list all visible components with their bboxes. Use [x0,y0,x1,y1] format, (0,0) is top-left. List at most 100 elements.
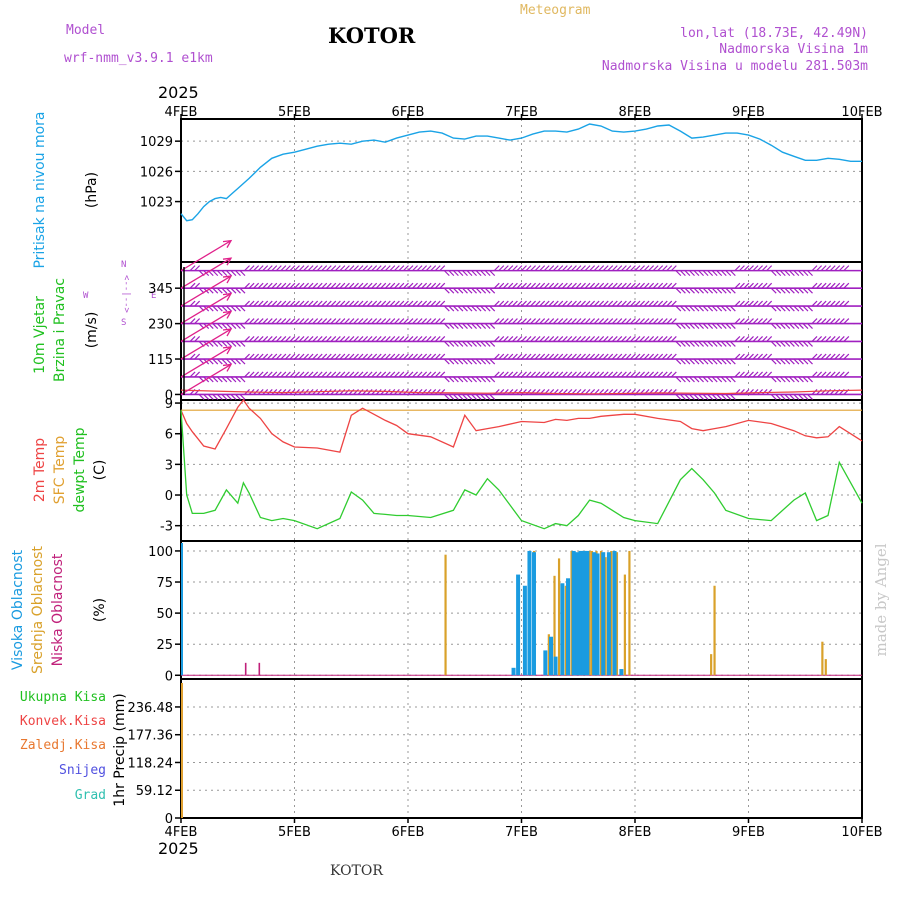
wind-barb [557,318,564,325]
wind-barb [235,305,241,312]
wind-barb [843,353,850,360]
wind-barb [466,323,473,330]
wind-barb [589,371,596,378]
wind-barb [421,371,428,378]
wind-barb [230,341,237,347]
wind-barb [348,300,355,307]
wind-barb [334,318,341,325]
wind-barb [452,376,459,383]
wind-barb [571,318,577,325]
wind-barb [679,376,686,383]
wind-barb [403,336,409,342]
wind-barb [307,353,314,360]
wind-barb [266,336,273,342]
wind-barb [807,394,813,400]
xtick-bottom: 7FEB [505,825,538,840]
wind-barb [248,336,255,342]
wind-barb [371,265,378,272]
wind-barb [393,265,400,272]
wind-barb [666,265,673,272]
wind-barb [525,389,532,395]
wind-barb [602,300,609,307]
wind-barb [344,318,350,325]
wind-barb [275,371,282,378]
wind-barb [275,353,282,360]
wind-barb [566,318,573,325]
wind-barb [507,318,514,325]
wind-barb [448,287,455,294]
cloud-mid-bar [710,654,713,676]
wind-barb [807,341,813,347]
wind-barb [720,341,727,347]
wind-barb [625,371,632,378]
wind-barb [748,336,754,342]
wind-arrow-head [222,346,233,355]
cloud-high-bar [581,550,586,676]
wind-barb [466,305,473,312]
wind-barb [421,265,428,272]
wind-barb [770,305,777,312]
wind-barb [493,336,500,342]
cloud-mid-bar [623,574,626,676]
wind-barb [666,336,673,342]
wind-barb [620,318,627,325]
wind-barb [348,353,355,360]
wind-barb [684,341,691,347]
wind-barb [643,300,650,307]
wind-barb [216,305,223,312]
wind-barb [779,323,786,330]
wind-barb [725,341,732,347]
wind-barb [820,265,827,272]
wind-barb [466,270,473,277]
wind-barb [225,376,232,383]
wind-barb [207,394,214,400]
wind-barb [339,371,346,378]
wind-barb [825,265,832,272]
wind-barb [452,305,459,312]
wind-barb [716,376,723,383]
wind-speed-line [180,389,863,395]
wind-barb [189,265,196,272]
wind-barb [748,389,754,395]
wind-barb [693,305,700,312]
wind-barb [303,318,310,325]
wind-barb [348,282,355,289]
wind-barb [389,371,396,378]
panel-frame-4 [180,678,863,819]
wind-barb [398,300,405,307]
legend-konvek: Konvek.Kisa [20,714,106,729]
wind-barb [838,318,845,325]
wind-barb [743,318,750,325]
wind-barb [434,389,441,395]
wind-barb [521,389,527,395]
wind-barb [189,336,196,342]
wind-barb [816,353,823,360]
wind-barb [189,353,196,360]
wind-barb [403,371,409,378]
wind-barb [720,287,727,294]
wind-barb [661,318,668,325]
wind-barb [516,371,523,378]
wind-barb [825,318,832,325]
wind-barb [738,265,745,272]
wind-barb [489,287,496,294]
wind-barb [366,318,373,325]
wind-barb [684,305,691,312]
wind-barb [689,270,695,277]
wind-barb [816,371,823,378]
wind-barb [244,282,250,289]
wind-barb [761,371,768,378]
wind-barb [798,376,804,383]
wind-barb [738,336,745,342]
wind-barb [539,336,546,342]
wind-barb [275,282,282,289]
wind-barb [552,318,559,325]
wind-barb [734,265,741,272]
wind-arrow [180,310,232,343]
wind-barb [675,341,682,347]
ytick-label: 100 [148,545,173,560]
wind-barb [457,376,464,383]
ytick-label: 25 [156,638,173,653]
wind-barb [584,282,591,289]
wind-barb [725,305,732,312]
